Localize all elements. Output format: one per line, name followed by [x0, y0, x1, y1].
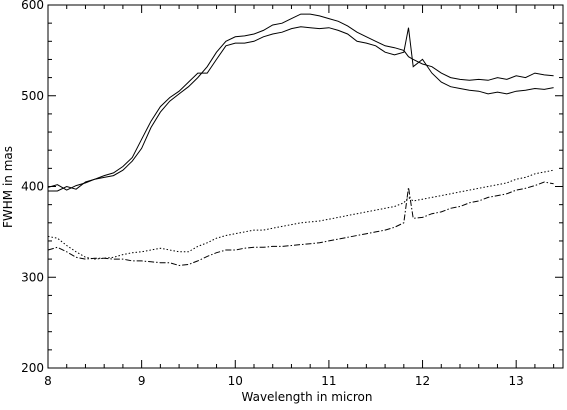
y-axis-label: FWHM in mas — [1, 146, 15, 228]
x-axis-label: Wavelength in micron — [242, 390, 373, 404]
series-line-1-solid — [47, 13, 554, 191]
x-tick-label: 8 — [44, 374, 52, 388]
x-tick-label: 11 — [321, 374, 336, 388]
series-layer — [47, 13, 554, 267]
series-line-2-solid — [48, 26, 554, 192]
series-line-4-dash-dot — [47, 181, 554, 267]
x-tick-label: 10 — [228, 374, 243, 388]
y-tick-label: 400 — [21, 180, 44, 194]
x-tick-label: 9 — [138, 374, 146, 388]
x-tick-label: 13 — [509, 374, 524, 388]
x-tick-label: 12 — [415, 374, 430, 388]
y-tick-label: 200 — [21, 361, 44, 375]
plot-frame — [47, 4, 564, 369]
y-tick-label: 300 — [21, 270, 44, 284]
series-line-3-dotted — [47, 169, 554, 260]
y-tick-label: 600 — [21, 0, 44, 12]
y-tick-label: 500 — [21, 89, 44, 103]
axes-layer: 8 9 10 11 12 13 200 300 400 500 600 — [21, 0, 564, 388]
